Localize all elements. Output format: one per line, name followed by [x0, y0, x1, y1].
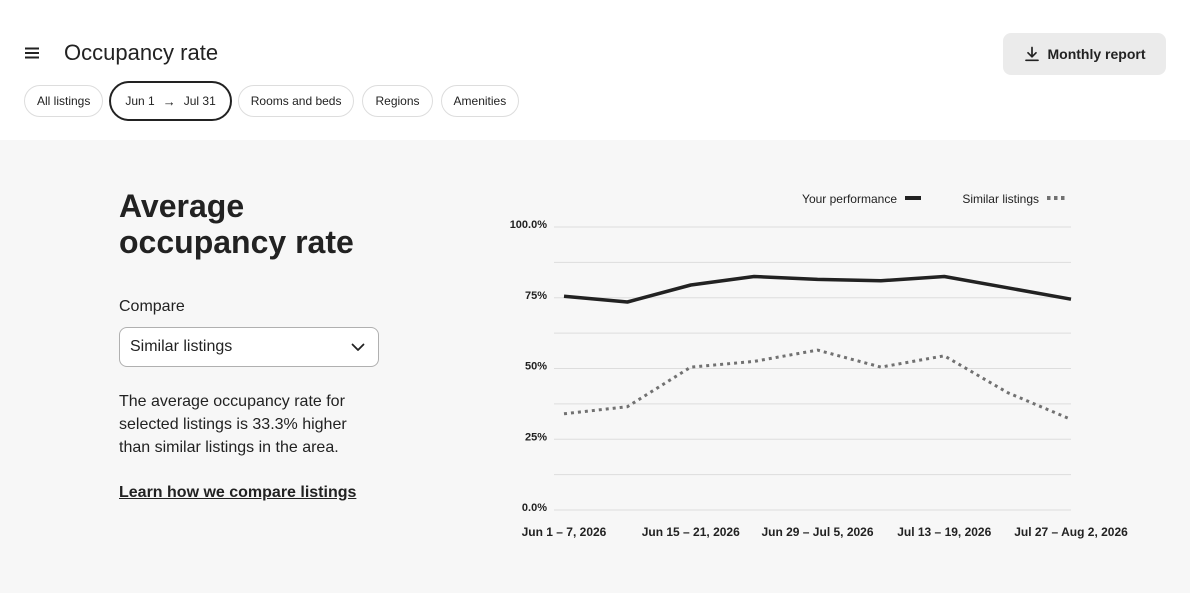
compare-label: Compare [119, 298, 185, 315]
learn-compare-link[interactable]: Learn how we compare listings [119, 484, 357, 501]
compare-select[interactable]: Similar listings [119, 327, 379, 367]
chart-legend: Your performance Similar listings [802, 192, 1065, 206]
page-title: Occupancy rate [64, 40, 219, 65]
filter-date-range[interactable]: Jun 1 → Jul 31 [109, 81, 232, 121]
filter-all-listings[interactable]: All listings [24, 85, 104, 117]
arrow-right-icon: → [162, 93, 176, 109]
filter-bar: All listings Jun 1 → Jul 31 Rooms and be… [24, 81, 520, 121]
legend-your-performance: Your performance [802, 192, 897, 206]
filter-amenities[interactable]: Amenities [440, 85, 520, 117]
chart-grid [554, 226, 1071, 511]
y-tick-label: 25% [525, 431, 547, 443]
x-tick-label: Jun 29 – Jul 5, 2026 [761, 525, 873, 539]
monthly-report-button[interactable]: Monthly report [1003, 33, 1166, 75]
compare-select-value: Similar listings [130, 338, 233, 355]
download-icon [1024, 46, 1039, 62]
filter-regions[interactable]: Regions [362, 85, 433, 117]
legend-similar-listings: Similar listings [962, 192, 1039, 206]
x-tick-label: Jun 15 – 21, 2026 [642, 525, 740, 539]
filter-rooms-and-beds-label: Rooms and beds [250, 94, 342, 108]
y-axis-ticks: 100.0% 75% 50% 25% 0.0% [510, 219, 548, 514]
x-tick-label: Jul 27 – Aug 2, 2026 [1014, 525, 1128, 539]
x-axis-ticks: Jun 1 – 7, 2026 Jun 15 – 21, 2026 Jun 29 –… [522, 525, 1128, 539]
x-tick-label: Jul 13 – 19, 2026 [897, 525, 991, 539]
date-range-end: Jul 31 [183, 94, 216, 108]
section-heading: Average occupancy rate [119, 188, 419, 260]
chevron-down-icon [351, 343, 365, 351]
section-heading-line1: Average [119, 188, 245, 224]
page-header: Occupancy rate Monthly report All listin… [0, 0, 1190, 140]
filter-regions-label: Regions [375, 94, 420, 108]
filter-amenities-label: Amenities [453, 94, 507, 108]
monthly-report-label: Monthly report [1047, 46, 1146, 62]
section-heading-line2: occupancy rate [119, 224, 354, 260]
chart-series [563, 274, 1072, 421]
y-tick-label: 0.0% [522, 502, 547, 514]
occupancy-chart: Your performance Similar listings 100.0%… [510, 192, 1128, 539]
y-tick-label: 50% [525, 361, 547, 373]
filter-all-listings-label: All listings [37, 94, 91, 108]
comparison-description: The average occupancy rate for selected … [119, 393, 347, 456]
y-tick-label: 100.0% [510, 219, 548, 231]
hamburger-menu-icon[interactable] [24, 45, 40, 61]
your-performance-line [563, 274, 1072, 304]
date-range-start: Jun 1 [125, 94, 155, 108]
similar-listings-line [563, 348, 1072, 421]
y-tick-label: 75% [525, 290, 547, 302]
x-tick-label: Jun 1 – 7, 2026 [522, 525, 607, 539]
filter-rooms-and-beds[interactable]: Rooms and beds [237, 85, 355, 117]
